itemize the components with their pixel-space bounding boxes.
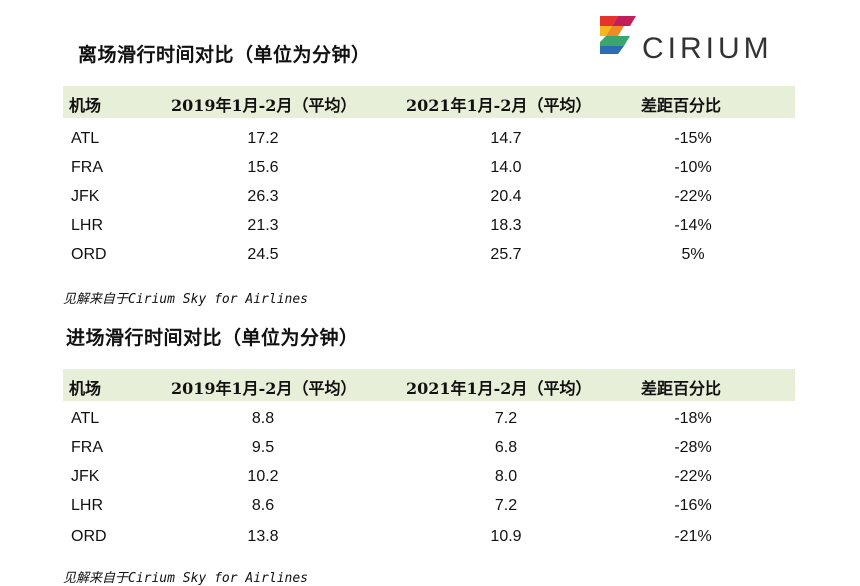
cell-airport: JFK [71, 468, 100, 485]
cell-2019: 21.3 [247, 217, 279, 234]
cell-2021: 8.0 [494, 468, 518, 485]
cell-diff: -18% [674, 410, 712, 427]
header-2019: 2019年1月-2月（平均） [171, 379, 357, 398]
source-note: 见解来自于Cirium Sky for Airlines [63, 571, 309, 586]
table-row: ORD 24.5 25.7 5% [63, 244, 795, 270]
cell-2021: 7.2 [494, 410, 518, 427]
header-airport: 机场 [69, 96, 102, 115]
cell-diff: -14% [674, 217, 712, 234]
cell-airport: LHR [71, 497, 104, 514]
cell-diff: -16% [674, 497, 712, 514]
cell-2019: 8.6 [251, 497, 275, 514]
table-row: ORD 13.8 10.9 -21% [63, 526, 795, 552]
table-row: ATL 8.8 7.2 -18% [63, 408, 795, 434]
cell-diff: -28% [674, 439, 712, 456]
cell-diff: -22% [674, 468, 712, 485]
table-title-departure: 离场滑行时间对比（单位为分钟） [78, 44, 371, 66]
cell-airport: JFK [71, 188, 100, 205]
cell-airport: FRA [71, 439, 103, 456]
cell-2019: 24.5 [247, 246, 279, 263]
cell-2019: 17.2 [247, 130, 279, 147]
cell-airport: ATL [71, 410, 100, 427]
header-2019: 2019年1月-2月（平均） [171, 96, 357, 115]
table-row: LHR 8.6 7.2 -16% [63, 495, 795, 521]
table-row: LHR 21.3 18.3 -14% [63, 215, 795, 241]
cell-2021: 14.7 [490, 130, 522, 147]
cell-diff: -15% [674, 130, 712, 147]
cell-2021: 25.7 [490, 246, 522, 263]
cell-diff: 5% [681, 246, 705, 263]
cirium-logo-icon [600, 16, 636, 54]
source-note: 见解来自于Cirium Sky for Airlines [63, 292, 309, 307]
cell-2019: 10.2 [247, 468, 279, 485]
header-2021: 2021年1月-2月（平均） [406, 379, 592, 398]
cell-diff: -22% [674, 188, 712, 205]
table-row: FRA 15.6 14.0 -10% [63, 157, 795, 183]
cell-airport: LHR [71, 217, 104, 234]
header-airport: 机场 [69, 379, 102, 398]
table-row: JFK 10.2 8.0 -22% [63, 466, 795, 492]
cell-airport: ATL [71, 130, 100, 147]
table-header-departure: 机场 2019年1月-2月（平均） 2021年1月-2月（平均） 差距百分比 [63, 86, 795, 118]
cell-2019: 15.6 [247, 159, 279, 176]
cell-2019: 26.3 [247, 188, 279, 205]
cell-2021: 14.0 [490, 159, 522, 176]
table-header-arrival: 机场 2019年1月-2月（平均） 2021年1月-2月（平均） 差距百分比 [63, 369, 795, 401]
cell-2021: 6.8 [494, 439, 518, 456]
cell-2019: 8.8 [251, 410, 275, 427]
header-diff: 差距百分比 [641, 379, 722, 398]
table-row: FRA 9.5 6.8 -28% [63, 437, 795, 463]
cell-2021: 18.3 [490, 217, 522, 234]
cirium-logo: CIRIUM [596, 10, 796, 74]
cell-airport: FRA [71, 159, 103, 176]
table-row: ATL 17.2 14.7 -15% [63, 128, 795, 154]
table-row: JFK 26.3 20.4 -22% [63, 186, 795, 212]
cell-2019: 13.8 [247, 528, 279, 545]
cell-2021: 20.4 [490, 188, 522, 205]
cell-airport: ORD [71, 246, 107, 263]
cell-diff: -21% [674, 528, 712, 545]
cell-2021: 7.2 [494, 497, 518, 514]
cell-2019: 9.5 [251, 439, 275, 456]
header-diff: 差距百分比 [641, 96, 722, 115]
table-title-arrival: 进场滑行时间对比（单位为分钟） [66, 327, 359, 349]
cell-diff: -10% [674, 159, 712, 176]
header-2021: 2021年1月-2月（平均） [406, 96, 592, 115]
logo-wordmark: CIRIUM [642, 32, 773, 65]
cell-2021: 10.9 [490, 528, 522, 545]
cell-airport: ORD [71, 528, 107, 545]
